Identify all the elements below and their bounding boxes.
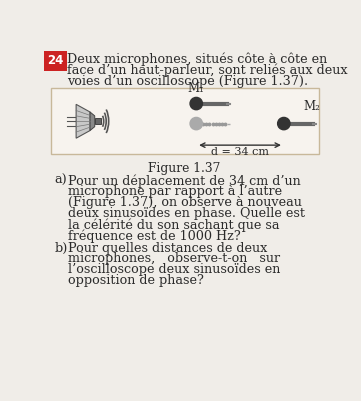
- Text: a): a): [55, 174, 67, 187]
- Text: face d’un haut-parleur, sont reliés aux deux: face d’un haut-parleur, sont reliés aux …: [67, 64, 347, 77]
- Polygon shape: [76, 104, 90, 138]
- Text: Deux microphones, situés côte à côte en: Deux microphones, situés côte à côte en: [67, 53, 327, 66]
- Text: b): b): [55, 241, 68, 255]
- Text: 24: 24: [47, 54, 64, 67]
- Text: fréquence est de 1000 Hz?: fréquence est de 1000 Hz?: [68, 229, 241, 243]
- Text: l’oscilloscope deux sinusoïdes en: l’oscilloscope deux sinusoïdes en: [68, 263, 281, 276]
- Text: la célérité du son sachant que sa: la célérité du son sachant que sa: [68, 218, 280, 232]
- Text: microphones,   observe-t-on   sur: microphones, observe-t-on sur: [68, 253, 280, 265]
- Text: M₂: M₂: [303, 100, 320, 113]
- FancyBboxPatch shape: [51, 88, 319, 154]
- Text: d = 34 cm: d = 34 cm: [211, 148, 269, 158]
- Text: Pour quelles distances de deux: Pour quelles distances de deux: [68, 241, 268, 255]
- Text: M₁: M₁: [188, 82, 205, 95]
- Text: Pour un déplacement de 34 cm d’un: Pour un déplacement de 34 cm d’un: [68, 174, 301, 188]
- Text: opposition de phase?: opposition de phase?: [68, 274, 204, 288]
- Text: voies d’un oscilloscope (Figure 1.37).: voies d’un oscilloscope (Figure 1.37).: [67, 75, 308, 88]
- Circle shape: [190, 97, 203, 110]
- Polygon shape: [90, 112, 95, 130]
- Text: (Figure 1.37), on observe à nouveau: (Figure 1.37), on observe à nouveau: [68, 196, 302, 209]
- Text: deux sinusoïdes en phase. Quelle est: deux sinusoïdes en phase. Quelle est: [68, 207, 305, 220]
- Text: microphone par rapport à l’autre: microphone par rapport à l’autre: [68, 185, 283, 198]
- Text: Figure 1.37: Figure 1.37: [148, 162, 221, 175]
- Circle shape: [278, 117, 290, 130]
- Bar: [95, 118, 101, 124]
- Circle shape: [190, 117, 203, 130]
